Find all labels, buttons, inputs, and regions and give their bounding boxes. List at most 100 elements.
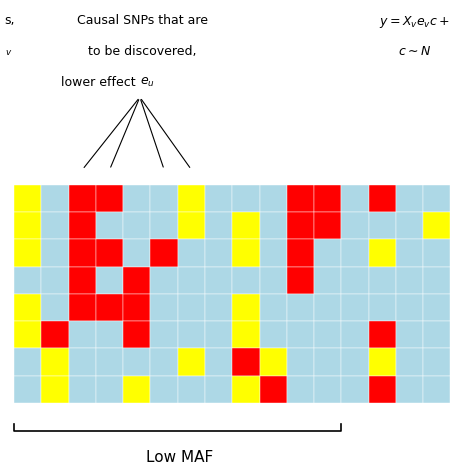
Bar [96, 375, 123, 403]
Bar [69, 321, 96, 348]
Bar [123, 375, 151, 403]
Bar [396, 212, 423, 239]
Bar [287, 294, 314, 321]
Bar [259, 321, 287, 348]
Bar [423, 239, 450, 266]
Bar [14, 348, 42, 375]
Bar [423, 321, 450, 348]
Bar [287, 266, 314, 294]
Bar [259, 375, 287, 403]
Bar [232, 239, 260, 266]
Bar [205, 294, 232, 321]
Bar [232, 348, 260, 375]
Bar [314, 375, 341, 403]
Bar [69, 294, 96, 321]
Bar [205, 375, 232, 403]
Bar [14, 239, 42, 266]
Bar [341, 239, 369, 266]
Bar [69, 185, 96, 212]
Bar [314, 185, 341, 212]
Bar [341, 321, 369, 348]
Bar [341, 266, 369, 294]
Bar [232, 212, 260, 239]
Bar [259, 239, 287, 266]
Bar [69, 212, 96, 239]
Bar [205, 185, 232, 212]
Text: $c \sim N$: $c \sim N$ [398, 45, 431, 58]
Text: $e_u$: $e_u$ [140, 76, 155, 89]
Bar [369, 321, 396, 348]
Text: s,: s, [5, 14, 15, 27]
Bar [314, 239, 341, 266]
Bar [14, 266, 42, 294]
Bar [396, 185, 423, 212]
Bar [287, 185, 314, 212]
Bar [69, 348, 96, 375]
Bar [396, 266, 423, 294]
Text: Low MAF: Low MAF [146, 450, 214, 465]
Bar [96, 185, 123, 212]
Bar [423, 375, 450, 403]
Bar [287, 348, 314, 375]
Bar [341, 185, 369, 212]
Bar [178, 185, 205, 212]
Bar [96, 348, 123, 375]
Bar [178, 239, 205, 266]
Bar [314, 321, 341, 348]
Bar [69, 239, 96, 266]
Bar [259, 185, 287, 212]
Bar [14, 185, 42, 212]
Bar [314, 348, 341, 375]
Bar [14, 294, 42, 321]
Bar [123, 294, 151, 321]
Bar [96, 266, 123, 294]
Bar [287, 375, 314, 403]
Bar [369, 212, 396, 239]
Bar [423, 348, 450, 375]
Bar [151, 266, 178, 294]
Bar [178, 348, 205, 375]
Bar [42, 239, 69, 266]
Bar [42, 348, 69, 375]
Bar [123, 321, 151, 348]
Bar [205, 266, 232, 294]
Bar [123, 348, 151, 375]
Bar [287, 321, 314, 348]
Bar [423, 294, 450, 321]
Bar [396, 375, 423, 403]
Bar [287, 239, 314, 266]
Text: $y=X_ve_vc+$: $y=X_ve_vc+$ [379, 14, 450, 30]
Bar [42, 375, 69, 403]
Bar [369, 266, 396, 294]
Bar [178, 375, 205, 403]
Bar [232, 375, 260, 403]
Text: lower effect: lower effect [61, 76, 140, 89]
Bar [96, 212, 123, 239]
Bar [396, 294, 423, 321]
Bar [205, 348, 232, 375]
Bar [178, 212, 205, 239]
Bar [151, 375, 178, 403]
Bar [42, 321, 69, 348]
Bar [151, 348, 178, 375]
Bar [259, 348, 287, 375]
Bar [96, 294, 123, 321]
Bar [314, 212, 341, 239]
Bar [423, 185, 450, 212]
Bar [232, 185, 260, 212]
Bar [205, 212, 232, 239]
Bar [232, 294, 260, 321]
Bar [232, 321, 260, 348]
Bar [69, 266, 96, 294]
Bar [205, 321, 232, 348]
Text: Causal SNPs that are: Causal SNPs that are [77, 14, 208, 27]
Bar [205, 239, 232, 266]
Bar [42, 212, 69, 239]
Bar [341, 212, 369, 239]
Text: $_v$: $_v$ [5, 45, 12, 58]
Bar [341, 294, 369, 321]
Bar [259, 294, 287, 321]
Bar [151, 294, 178, 321]
Bar [259, 266, 287, 294]
Bar [314, 294, 341, 321]
